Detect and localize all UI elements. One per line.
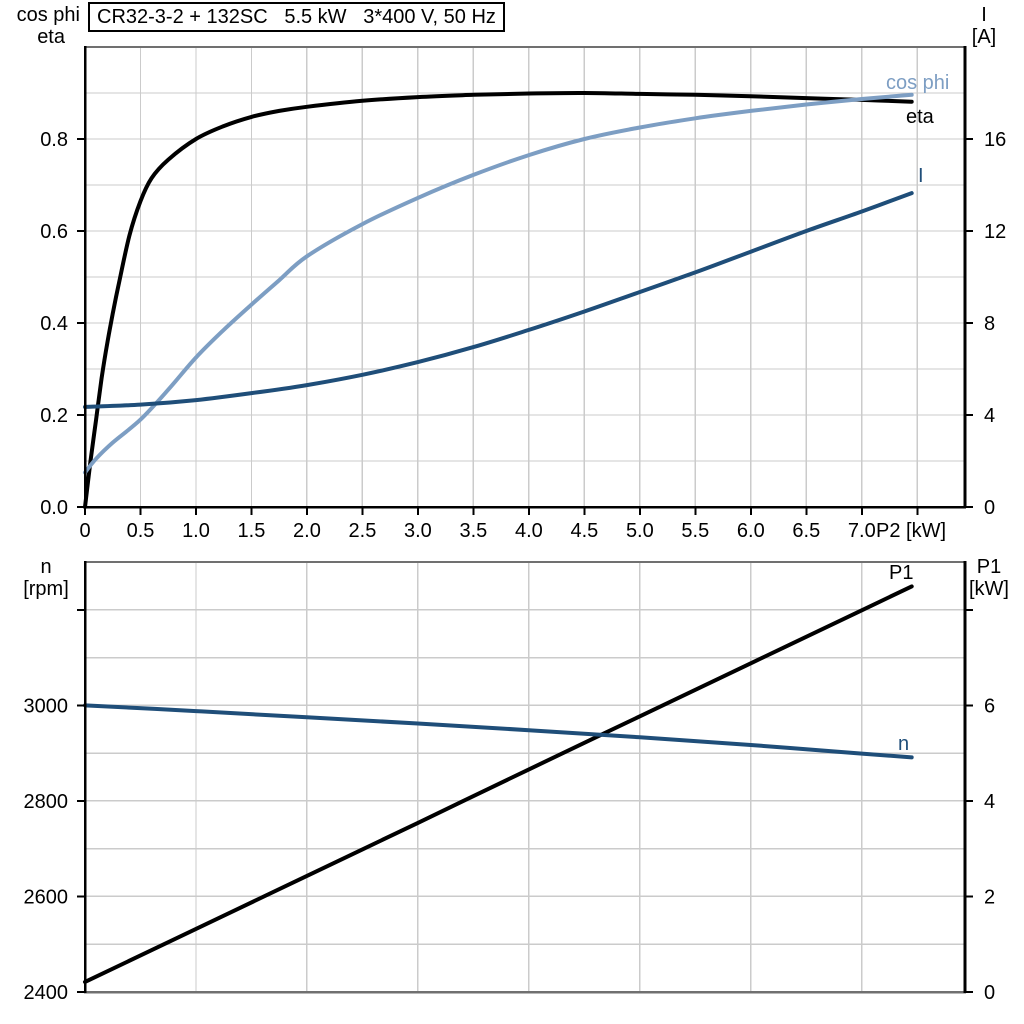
x-tick-label: 2.0 xyxy=(293,520,321,542)
x-tick-label: 4.0 xyxy=(515,520,543,542)
right-tick-label: 12 xyxy=(984,221,1006,243)
left-tick-label: 2400 xyxy=(24,982,69,1004)
x-tick-label: 3.5 xyxy=(459,520,487,542)
upper-right-axis-header-unit: [A] xyxy=(971,26,997,48)
x-tick-label: 5.5 xyxy=(681,520,709,542)
right-tick-label: 4 xyxy=(984,405,995,427)
curve-label-current: I xyxy=(918,165,924,187)
x-tick-label: 6.5 xyxy=(792,520,820,542)
curve-cos_phi xyxy=(83,92,914,475)
left-tick-label: 0.2 xyxy=(40,405,68,427)
upper-left-axis-header-cos-phi: cos phi xyxy=(16,4,80,26)
upper-right-axis-header: I [A] xyxy=(956,4,1012,48)
upper-left-axis-header-eta: eta xyxy=(37,26,65,48)
left-tick-label: 2600 xyxy=(24,886,69,908)
x-tick-label: 6.0 xyxy=(737,520,765,542)
right-tick-label: 8 xyxy=(984,313,995,335)
x-tick-label: 4.5 xyxy=(570,520,598,542)
curve-eta xyxy=(83,90,914,509)
curve-label-p1: P1 xyxy=(889,562,914,584)
left-tick-label: 0.0 xyxy=(40,497,68,519)
lower-right-axis-header: P1 [kW] xyxy=(960,556,1018,600)
x-tick-label: 1.5 xyxy=(238,520,266,542)
right-tick-label: 0 xyxy=(984,982,995,1004)
right-tick-label: 6 xyxy=(984,695,995,717)
upper-right-axis-header-i: I xyxy=(981,4,987,26)
lower-left-axis-header: n [rpm] xyxy=(6,556,86,600)
upper-left-axis-header: cos phi eta xyxy=(0,4,80,48)
x-tick-label: 0 xyxy=(79,520,90,542)
left-tick-label: 0.6 xyxy=(40,221,68,243)
x-tick-label: 3.0 xyxy=(404,520,432,542)
curve-n xyxy=(83,703,914,760)
lower-left-axis-header-n: n xyxy=(40,556,52,578)
x-tick-label: 5.0 xyxy=(626,520,654,542)
curve-label-n: n xyxy=(898,733,910,755)
x-tick-label: 0.5 xyxy=(127,520,155,542)
lower-right-axis-header-unit: [kW] xyxy=(969,578,1009,600)
left-tick-label: 0.8 xyxy=(40,129,68,151)
right-tick-label: 4 xyxy=(984,791,995,813)
x-tick-label: 1.0 xyxy=(182,520,210,542)
lower-left-axis-header-unit: [rpm] xyxy=(23,578,69,600)
x-tick-label: 2.5 xyxy=(349,520,377,542)
x-tick-label: 7.0 xyxy=(848,520,876,542)
curve-current xyxy=(83,191,914,409)
lower-right-axis-header-p1: P1 xyxy=(976,556,1002,578)
chart-title: CR32-3-2 + 132SC 5.5 kW 3*400 V, 50 Hz xyxy=(88,2,505,32)
right-tick-label: 2 xyxy=(984,886,995,908)
left-tick-label: 3000 xyxy=(24,695,69,717)
x-axis-unit-label: P2 [kW] xyxy=(876,520,946,542)
curve-label-eta: eta xyxy=(906,106,934,128)
right-tick-label: 0 xyxy=(984,497,995,519)
left-tick-label: 2800 xyxy=(24,791,69,813)
curve-p1 xyxy=(83,584,914,984)
left-tick-label: 0.4 xyxy=(40,313,68,335)
right-tick-label: 16 xyxy=(984,129,1006,151)
curve-label-cos-phi: cos phi xyxy=(886,72,950,94)
